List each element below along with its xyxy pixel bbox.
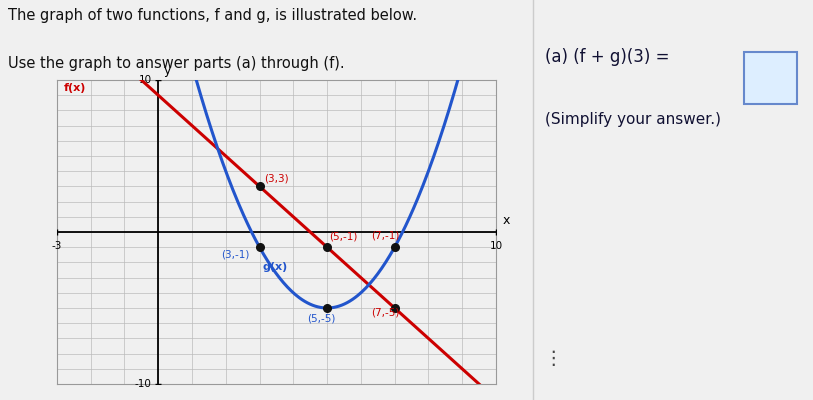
Text: x: x <box>502 214 510 227</box>
Text: The graph of two functions, f and g, is illustrated below.: The graph of two functions, f and g, is … <box>8 8 417 23</box>
Text: (a) (f + g)(3) =: (a) (f + g)(3) = <box>545 48 669 66</box>
Text: (5,-1): (5,-1) <box>328 232 357 242</box>
Text: 10: 10 <box>138 75 151 85</box>
Text: y: y <box>163 64 171 77</box>
Text: (5,-5): (5,-5) <box>307 314 335 324</box>
Text: (7,-1): (7,-1) <box>371 231 399 241</box>
Text: Use the graph to answer parts (a) through (f).: Use the graph to answer parts (a) throug… <box>8 56 345 71</box>
Text: (3,-1): (3,-1) <box>220 249 249 259</box>
Text: g(x): g(x) <box>263 262 288 272</box>
Text: (3,3): (3,3) <box>264 174 289 184</box>
Text: ⋮: ⋮ <box>543 349 563 368</box>
Text: (7,-5): (7,-5) <box>371 308 399 318</box>
Text: (Simplify your answer.): (Simplify your answer.) <box>545 112 720 127</box>
Text: -10: -10 <box>135 379 151 389</box>
Text: 10: 10 <box>489 241 502 251</box>
Text: f(x): f(x) <box>63 83 86 93</box>
Text: -3: -3 <box>52 241 62 251</box>
